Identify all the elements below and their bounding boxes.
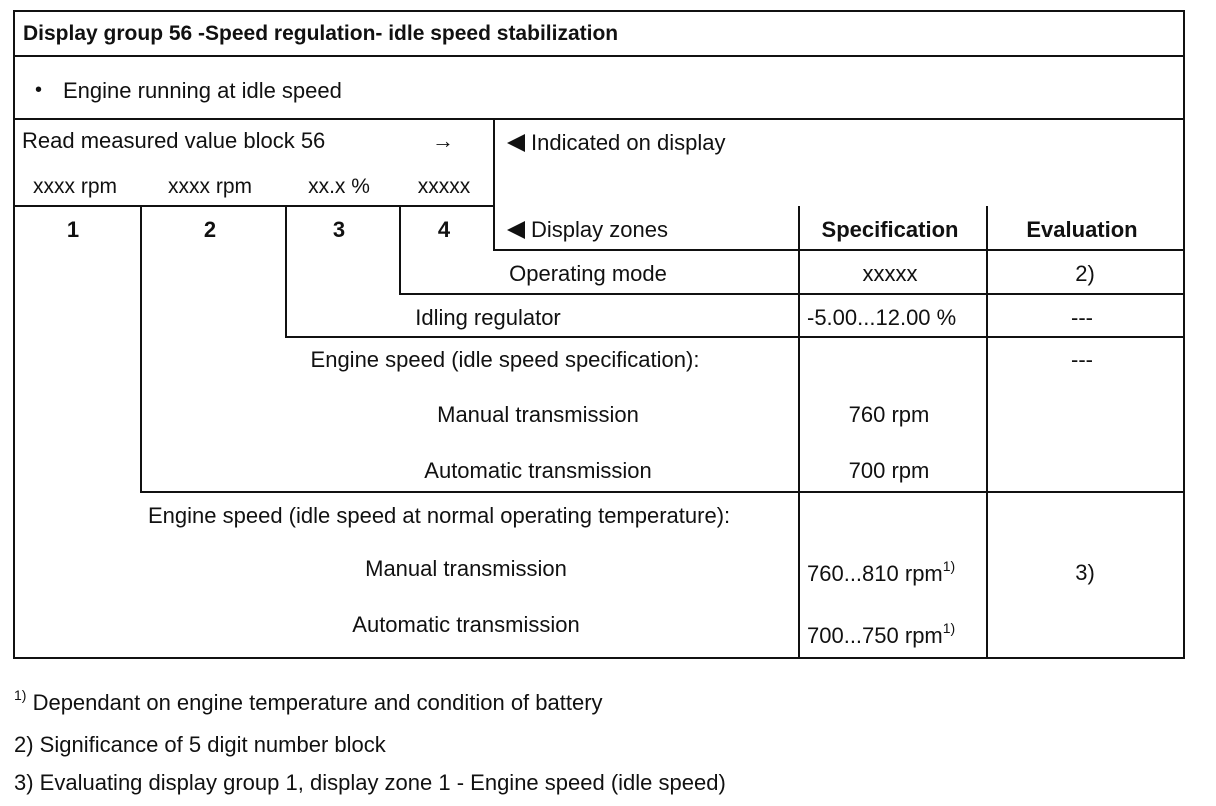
engine-speed-spec-eval: --- — [1071, 347, 1093, 372]
read-block-bottom-line — [13, 205, 494, 207]
idling-regulator-spec: -5.00...12.00 % — [807, 305, 957, 330]
zone-1-divider — [140, 206, 142, 493]
zone-2-divider — [285, 206, 287, 338]
triangle-pointer-icon — [507, 221, 525, 239]
operating-mode-spec: xxxxx — [862, 261, 918, 286]
evaluation-header: Evaluation — [1026, 217, 1138, 242]
engine-speed-temp-label: Engine speed (idle speed at normal opera… — [148, 503, 731, 528]
condition-text: Engine running at idle speed — [63, 78, 342, 103]
engine-speed-spec-auto-value: 700 rpm — [848, 458, 930, 483]
zone-3-divider — [399, 206, 401, 295]
zone-number-4: 4 — [437, 217, 451, 242]
zone-number-3: 3 — [332, 217, 346, 242]
engine-speed-spec-line — [140, 491, 1185, 493]
footnote-1: 1) Dependant on engine temperature and c… — [14, 686, 603, 715]
read-value-2: xxxx rpm — [168, 175, 252, 198]
specification-header: Specification — [821, 217, 959, 242]
engine-speed-spec-label: Engine speed (idle speed specification): — [310, 347, 700, 372]
title-divider — [13, 55, 1185, 57]
display-zones-header: Display zones — [507, 219, 668, 241]
read-value-3: xx.x % — [308, 175, 370, 198]
indicated-label: Indicated on display — [507, 132, 725, 154]
condition-bullet: • — [35, 79, 43, 101]
idling-regulator-eval: --- — [1071, 305, 1093, 330]
table-outer-left-border — [13, 10, 15, 659]
operating-mode-label: Operating mode — [509, 261, 667, 286]
triangle-pointer-icon — [507, 134, 525, 152]
table-outer-top-border — [13, 10, 1185, 12]
engine-speed-temp-manual-label: Manual transmission — [365, 556, 567, 581]
engine-speed-temp-auto-value: 700...750 rpm1) — [807, 619, 956, 648]
footnote-marker: 1) — [942, 557, 956, 574]
condition-divider — [13, 118, 1185, 120]
engine-speed-spec-manual-label: Manual transmission — [437, 402, 639, 427]
engine-speed-temp-eval: 3) — [1075, 560, 1095, 585]
operating-mode-line — [399, 293, 1185, 295]
header-row-line — [493, 249, 1185, 251]
arrow-icon: → — [432, 128, 454, 153]
page-title: Display group 56 -Speed regulation- idle… — [23, 22, 619, 45]
read-value-4: xxxxx — [417, 175, 471, 198]
engine-speed-spec-auto-label: Automatic transmission — [424, 458, 652, 483]
zone-number-2: 2 — [203, 217, 217, 242]
footnote-2: 2) Significance of 5 digit number block — [14, 732, 386, 757]
read-block-label: Read measured value block 56 — [22, 128, 326, 153]
engine-speed-temp-auto-label: Automatic transmission — [352, 612, 580, 637]
engine-speed-spec-manual-value: 760 rpm — [848, 402, 930, 427]
footnote-3: 3) Evaluating display group 1, display z… — [14, 770, 726, 795]
table-outer-right-border — [1183, 10, 1185, 659]
operating-mode-eval: 2) — [1075, 261, 1095, 286]
read-value-1: xxxx rpm — [33, 175, 117, 198]
footnote-marker: 1) — [942, 619, 956, 636]
engine-speed-temp-manual-value: 760...810 rpm1) — [807, 557, 956, 586]
footnote-1-mark: 1) — [14, 686, 27, 703]
idling-regulator-label: Idling regulator — [415, 305, 561, 330]
read-block-divider — [493, 118, 495, 251]
zone-number-1: 1 — [66, 217, 80, 242]
evaluation-column-divider — [986, 206, 988, 658]
table-outer-bottom-border — [13, 657, 1185, 659]
specification-column-divider — [798, 206, 800, 658]
idling-regulator-line — [285, 336, 1185, 338]
